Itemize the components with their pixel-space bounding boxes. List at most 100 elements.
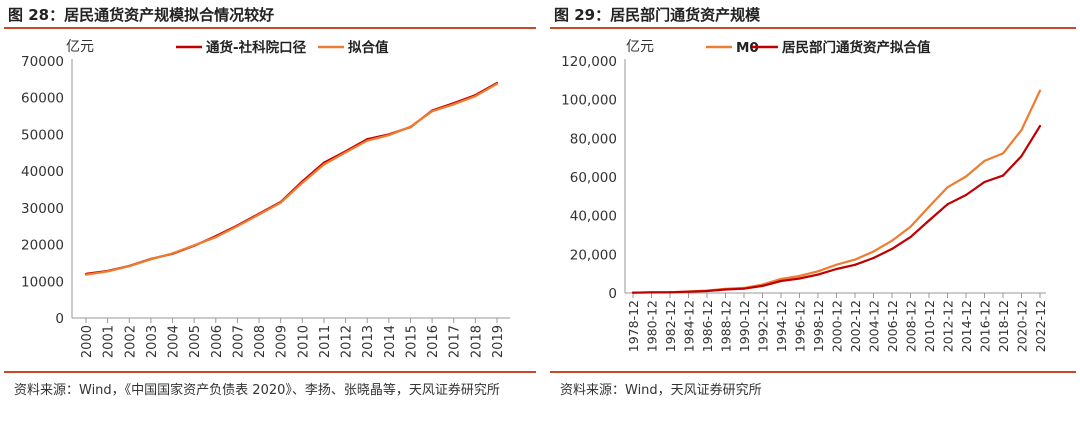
x-tick-label: 2007 bbox=[231, 325, 246, 358]
x-tick-label: 2012-12 bbox=[941, 300, 956, 352]
data-point bbox=[909, 225, 912, 228]
data-point bbox=[798, 274, 801, 278]
data-point bbox=[387, 134, 390, 137]
data-point bbox=[279, 201, 282, 204]
data-point bbox=[946, 186, 949, 189]
data-point bbox=[964, 175, 968, 178]
data-point bbox=[798, 277, 801, 280]
x-tick-label: 2013 bbox=[361, 325, 376, 358]
data-point bbox=[631, 291, 635, 294]
x-tick-label: 1990-12 bbox=[737, 300, 752, 352]
x-tick-label: 1992-12 bbox=[756, 300, 771, 352]
x-tick-label: 2016 bbox=[426, 325, 441, 358]
x-tick-label: 2017 bbox=[448, 325, 463, 358]
data-point bbox=[193, 244, 196, 247]
legend-label: 通货-社科院口径 bbox=[206, 39, 307, 56]
data-point bbox=[1001, 174, 1005, 177]
data-point bbox=[106, 270, 109, 273]
x-tick-label: 2012 bbox=[340, 325, 355, 358]
source-rule bbox=[550, 371, 1076, 373]
x-tick-label: 1978-12 bbox=[626, 300, 641, 352]
figure-title: 图 28：居民通货资产规模拟合情况较好 bbox=[8, 6, 275, 24]
source-note: 资料来源：Wind，《中国国家资产负债表 2020》、李扬、张晓晶等，天风证券研… bbox=[14, 383, 500, 398]
data-point bbox=[214, 236, 217, 239]
data-point bbox=[366, 139, 369, 142]
data-point bbox=[872, 256, 875, 260]
data-point bbox=[344, 151, 347, 154]
x-tick-label: 2022-12 bbox=[1033, 300, 1048, 352]
data-point bbox=[927, 205, 931, 208]
figure-title: 图 29：居民部门通货资产规模 bbox=[554, 6, 761, 24]
data-point bbox=[301, 181, 304, 184]
x-tick-label: 2005 bbox=[188, 325, 203, 358]
x-tick-label: 2010-12 bbox=[922, 300, 937, 352]
data-point bbox=[84, 273, 88, 276]
legend-label: 拟合值 bbox=[348, 39, 389, 56]
x-tick-label: 2009 bbox=[275, 325, 290, 358]
data-point bbox=[927, 219, 931, 222]
data-point bbox=[816, 270, 820, 273]
y-tick-label: 40,000 bbox=[570, 209, 617, 225]
data-point bbox=[452, 103, 455, 106]
y-tick-label: 120,000 bbox=[561, 54, 617, 70]
data-point bbox=[835, 263, 838, 266]
x-tick-label: 2018-12 bbox=[996, 300, 1011, 352]
data-point bbox=[946, 203, 949, 206]
data-point bbox=[835, 267, 838, 271]
x-tick-label: 2019 bbox=[491, 325, 506, 358]
source-rule bbox=[4, 371, 536, 373]
series-line-1 bbox=[85, 82, 498, 275]
x-tick-label: 2008-12 bbox=[904, 300, 919, 352]
data-point bbox=[322, 163, 326, 166]
data-point bbox=[761, 284, 764, 287]
y-tick-label: 50000 bbox=[21, 127, 64, 143]
x-tick-label: 2003 bbox=[145, 325, 160, 358]
data-point bbox=[171, 252, 174, 255]
x-tick-label: 2000-12 bbox=[830, 300, 845, 352]
title-rule bbox=[4, 27, 536, 29]
data-point bbox=[742, 287, 746, 290]
data-point bbox=[705, 289, 709, 293]
y-unit-label: 亿元 bbox=[626, 39, 654, 55]
right-figure-panel: 图 29：居民部门通货资产规模 亿元 0 20,000 40,000 60,000 80,… bbox=[546, 0, 1080, 429]
legend-label: M0 bbox=[736, 40, 759, 56]
series-line-2 bbox=[632, 125, 1041, 294]
y-tick-label: 0 bbox=[55, 311, 64, 327]
x-tick-label: 1998-12 bbox=[811, 300, 826, 352]
x-tick-label: 2002-12 bbox=[848, 300, 863, 352]
x-tick-label: 1994-12 bbox=[774, 300, 789, 352]
data-point bbox=[1020, 128, 1023, 132]
x-tick-label: 2014-12 bbox=[959, 300, 974, 352]
title-rule bbox=[550, 27, 1076, 29]
x-tick-label: 2002 bbox=[123, 325, 138, 358]
data-point bbox=[668, 291, 672, 294]
series-line-1 bbox=[632, 90, 1041, 294]
data-point bbox=[236, 225, 239, 228]
left-line-chart: 亿元 0 10000 20000 30000 40000 50000 60000 70000 20… bbox=[21, 39, 510, 358]
data-point bbox=[872, 250, 875, 253]
x-tick-label: 1980-12 bbox=[645, 300, 660, 352]
y-tick-label: 40000 bbox=[21, 164, 64, 180]
data-point bbox=[853, 258, 857, 261]
data-point bbox=[1038, 89, 1042, 92]
source-note: 资料来源：Wind，天风证券研究所 bbox=[560, 383, 762, 398]
y-tick-label: 70000 bbox=[21, 54, 64, 70]
data-point bbox=[890, 239, 894, 242]
y-tick-label: 10000 bbox=[21, 274, 64, 290]
data-point bbox=[495, 82, 499, 85]
x-tick-label: 1982-12 bbox=[663, 300, 678, 352]
data-point bbox=[650, 291, 653, 294]
x-tick-label: 1988-12 bbox=[719, 300, 734, 352]
data-point bbox=[983, 159, 986, 163]
y-unit-label: 亿元 bbox=[66, 39, 94, 55]
data-point bbox=[257, 213, 261, 216]
x-tick-label: 2006-12 bbox=[885, 300, 900, 352]
data-point bbox=[909, 236, 912, 239]
x-tick-label: 2015 bbox=[404, 325, 419, 358]
data-point bbox=[779, 279, 783, 283]
data-point bbox=[1020, 155, 1023, 158]
x-tick-label: 2018 bbox=[469, 325, 484, 358]
x-tick-label: 1996-12 bbox=[793, 300, 808, 352]
data-point bbox=[687, 290, 690, 293]
y-tick-label: 60,000 bbox=[570, 170, 617, 186]
